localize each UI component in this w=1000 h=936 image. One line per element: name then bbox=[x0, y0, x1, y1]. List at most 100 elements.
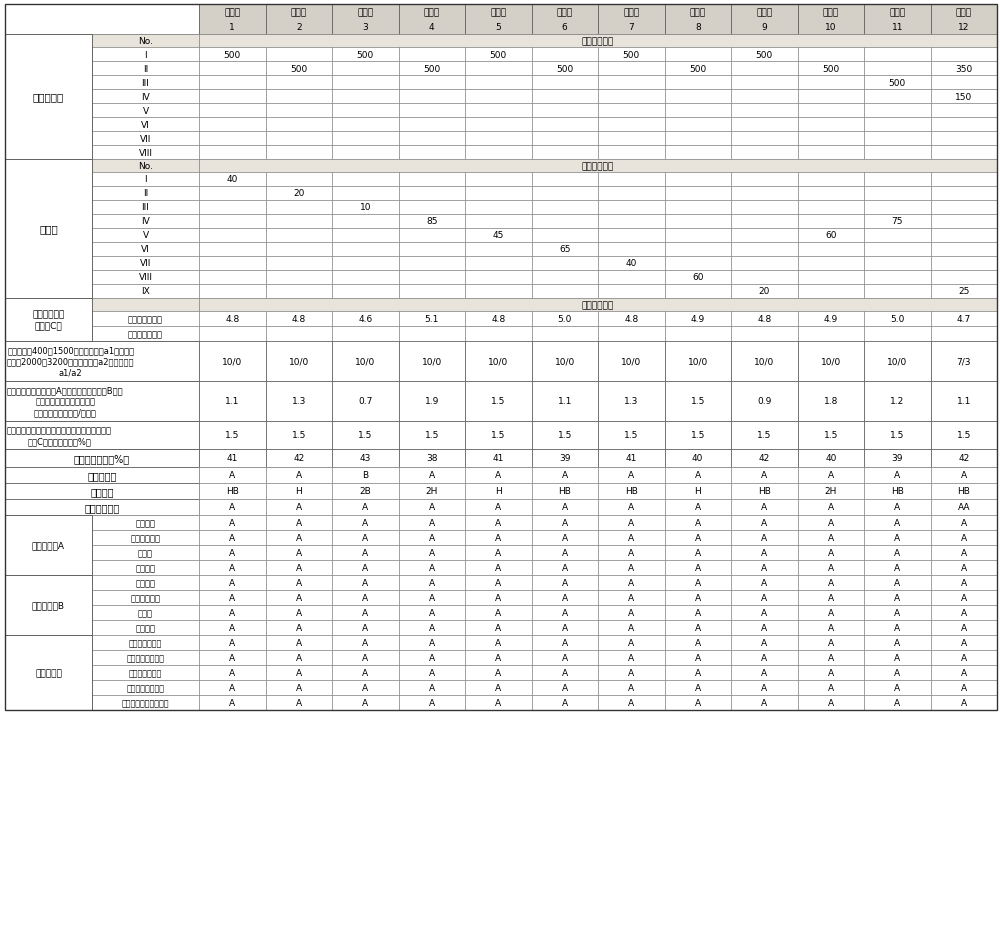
Bar bbox=[398, 606, 465, 621]
Bar bbox=[798, 327, 864, 342]
Text: A: A bbox=[362, 593, 368, 603]
Text: 20: 20 bbox=[759, 287, 770, 296]
Bar bbox=[532, 342, 598, 382]
Text: 実施例: 実施例 bbox=[623, 8, 639, 17]
Bar bbox=[864, 312, 930, 327]
Bar bbox=[465, 201, 532, 214]
Text: A: A bbox=[761, 593, 767, 603]
Text: 43: 43 bbox=[360, 454, 371, 463]
Bar bbox=[798, 146, 864, 160]
Text: 1.1: 1.1 bbox=[225, 397, 239, 406]
Text: 500: 500 bbox=[623, 51, 640, 60]
Bar bbox=[266, 651, 332, 665]
Bar bbox=[864, 484, 930, 500]
Text: 4.9: 4.9 bbox=[824, 314, 838, 324]
Text: A: A bbox=[429, 653, 435, 663]
Text: A: A bbox=[761, 503, 767, 512]
Text: A: A bbox=[296, 683, 302, 693]
Text: 10/0: 10/0 bbox=[887, 358, 907, 366]
Bar bbox=[398, 228, 465, 242]
Bar bbox=[92, 531, 199, 546]
Bar bbox=[266, 484, 332, 500]
Bar bbox=[930, 621, 997, 636]
Text: 39: 39 bbox=[559, 454, 570, 463]
Bar bbox=[598, 606, 664, 621]
Text: A: A bbox=[695, 548, 701, 558]
Text: 10/0: 10/0 bbox=[688, 358, 708, 366]
Text: 60: 60 bbox=[825, 231, 836, 241]
Text: A: A bbox=[495, 578, 501, 588]
Bar bbox=[398, 187, 465, 201]
Bar bbox=[199, 271, 266, 285]
Bar bbox=[199, 173, 266, 187]
Bar bbox=[92, 312, 199, 327]
Bar bbox=[664, 173, 731, 187]
Text: A: A bbox=[628, 534, 634, 543]
Text: A: A bbox=[562, 638, 568, 648]
Bar bbox=[598, 90, 664, 104]
Bar bbox=[92, 621, 199, 636]
Bar bbox=[266, 90, 332, 104]
Text: 500: 500 bbox=[889, 79, 906, 87]
Bar bbox=[864, 421, 930, 449]
Bar bbox=[598, 449, 664, 467]
Text: 环氧类涂料面涂: 环氧类涂料面涂 bbox=[129, 668, 162, 678]
Text: A: A bbox=[495, 698, 501, 708]
Text: A: A bbox=[894, 503, 900, 512]
Text: A: A bbox=[296, 608, 302, 618]
Bar bbox=[199, 421, 266, 449]
Text: 1.1: 1.1 bbox=[957, 397, 971, 406]
Bar bbox=[798, 48, 864, 62]
Bar bbox=[92, 299, 199, 312]
Bar bbox=[731, 312, 798, 327]
Bar bbox=[664, 242, 731, 256]
Text: A: A bbox=[628, 563, 634, 573]
Bar bbox=[598, 132, 664, 146]
Text: A: A bbox=[429, 608, 435, 618]
Bar bbox=[864, 606, 930, 621]
Bar bbox=[92, 651, 199, 665]
Bar bbox=[930, 132, 997, 146]
Bar bbox=[199, 636, 266, 651]
Text: A: A bbox=[429, 638, 435, 648]
Bar bbox=[266, 173, 332, 187]
Bar bbox=[598, 342, 664, 382]
Bar bbox=[5, 484, 199, 500]
Text: 350: 350 bbox=[955, 65, 972, 73]
Bar bbox=[598, 516, 664, 531]
Bar bbox=[199, 118, 266, 132]
Bar bbox=[930, 256, 997, 271]
Text: A: A bbox=[894, 698, 900, 708]
Text: A: A bbox=[562, 503, 568, 512]
Bar bbox=[731, 271, 798, 285]
Text: 25: 25 bbox=[958, 287, 969, 296]
Text: A: A bbox=[562, 471, 568, 480]
Bar bbox=[92, 680, 199, 695]
Bar bbox=[930, 680, 997, 695]
Bar bbox=[532, 591, 598, 606]
Bar bbox=[332, 214, 398, 228]
Bar bbox=[930, 214, 997, 228]
Bar bbox=[5, 636, 92, 710]
Bar bbox=[92, 591, 199, 606]
Bar bbox=[199, 312, 266, 327]
Bar bbox=[266, 48, 332, 62]
Bar bbox=[199, 546, 266, 561]
Bar bbox=[664, 695, 731, 710]
Bar bbox=[864, 621, 930, 636]
Bar bbox=[199, 695, 266, 710]
Text: A: A bbox=[296, 638, 302, 648]
Text: A: A bbox=[695, 503, 701, 512]
Bar bbox=[664, 421, 731, 449]
Bar bbox=[664, 561, 731, 576]
Bar bbox=[731, 467, 798, 484]
Bar bbox=[398, 621, 465, 636]
Bar bbox=[332, 421, 398, 449]
Bar bbox=[465, 5, 532, 35]
Bar bbox=[332, 467, 398, 484]
Text: 主剤涂料液: 主剤涂料液 bbox=[33, 93, 64, 102]
Text: V: V bbox=[142, 231, 149, 241]
Text: 4.9: 4.9 bbox=[691, 314, 705, 324]
Text: A: A bbox=[695, 593, 701, 603]
Bar bbox=[465, 342, 532, 382]
